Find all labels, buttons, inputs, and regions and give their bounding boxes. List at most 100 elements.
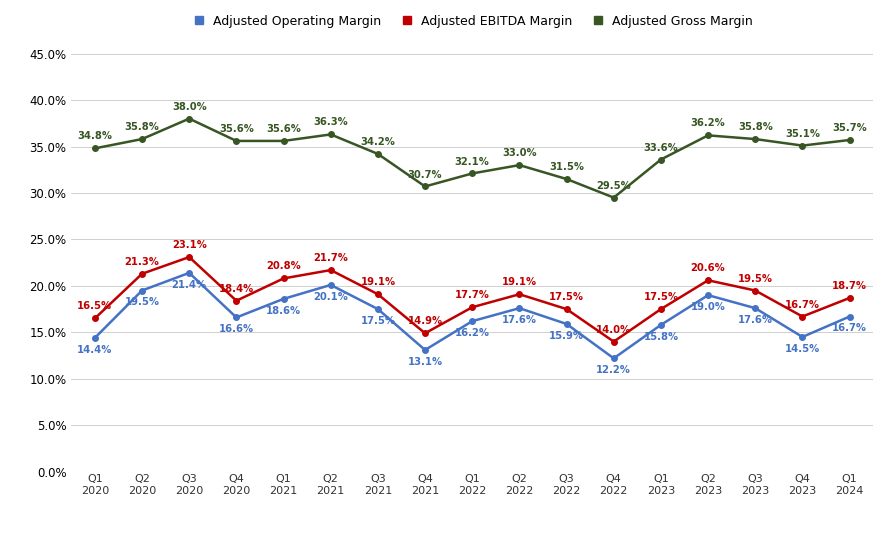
Adjusted Gross Margin — [561, 176, 572, 182]
Text: 23.1%: 23.1% — [172, 240, 207, 250]
Text: 17.6%: 17.6% — [502, 315, 537, 325]
Text: 17.5%: 17.5% — [549, 292, 584, 302]
Text: 17.5%: 17.5% — [643, 292, 678, 302]
Line: Adjusted Gross Margin: Adjusted Gross Margin — [92, 116, 853, 200]
Text: 21.7%: 21.7% — [314, 253, 348, 263]
Text: 19.1%: 19.1% — [360, 277, 396, 287]
Text: 33.6%: 33.6% — [643, 143, 678, 153]
Adjusted EBITDA Margin — [656, 306, 666, 312]
Text: 14.9%: 14.9% — [407, 316, 443, 326]
Adjusted Gross Margin — [136, 136, 147, 142]
Text: 13.1%: 13.1% — [407, 357, 443, 367]
Text: 18.4%: 18.4% — [219, 284, 254, 294]
Adjusted EBITDA Margin — [372, 291, 383, 297]
Text: 29.5%: 29.5% — [596, 181, 631, 191]
Adjusted EBITDA Margin — [514, 291, 525, 297]
Adjusted EBITDA Margin — [750, 287, 761, 294]
Text: 32.1%: 32.1% — [454, 157, 490, 167]
Text: 33.0%: 33.0% — [503, 148, 536, 158]
Adjusted Gross Margin — [467, 170, 478, 177]
Adjusted Gross Margin — [372, 151, 383, 157]
Adjusted Operating Margin — [656, 322, 666, 328]
Adjusted EBITDA Margin — [136, 271, 147, 277]
Adjusted Operating Margin — [136, 287, 147, 294]
Adjusted Operating Margin — [372, 306, 383, 312]
Text: 35.6%: 35.6% — [219, 124, 254, 134]
Text: 21.4%: 21.4% — [172, 280, 207, 290]
Text: 38.0%: 38.0% — [172, 102, 207, 111]
Adjusted Operating Margin — [609, 355, 619, 362]
Adjusted Operating Margin — [231, 314, 241, 321]
Text: 35.8%: 35.8% — [125, 122, 159, 132]
Text: 17.7%: 17.7% — [454, 291, 490, 300]
Line: Adjusted EBITDA Margin: Adjusted EBITDA Margin — [92, 254, 853, 345]
Adjusted EBITDA Margin — [797, 314, 808, 320]
Adjusted Operating Margin — [750, 305, 761, 311]
Text: 35.7%: 35.7% — [832, 123, 867, 133]
Adjusted Operating Margin — [184, 270, 194, 276]
Text: 36.3%: 36.3% — [314, 117, 348, 128]
Adjusted Operating Margin — [797, 334, 808, 340]
Text: 35.1%: 35.1% — [785, 129, 820, 139]
Adjusted Operating Margin — [420, 347, 430, 353]
Adjusted EBITDA Margin — [609, 338, 619, 345]
Adjusted Gross Margin — [750, 136, 761, 142]
Adjusted EBITDA Margin — [467, 304, 478, 310]
Adjusted Gross Margin — [325, 131, 336, 138]
Legend: Adjusted Operating Margin, Adjusted EBITDA Margin, Adjusted Gross Margin: Adjusted Operating Margin, Adjusted EBIT… — [186, 10, 758, 33]
Adjusted Operating Margin — [514, 305, 525, 311]
Text: 19.5%: 19.5% — [738, 273, 772, 284]
Adjusted EBITDA Margin — [420, 330, 430, 337]
Text: 16.2%: 16.2% — [454, 328, 490, 338]
Text: 19.5%: 19.5% — [125, 297, 159, 308]
Text: 16.7%: 16.7% — [832, 323, 867, 333]
Adjusted Gross Margin — [609, 195, 619, 201]
Adjusted Operating Margin — [278, 296, 289, 302]
Adjusted Gross Margin — [514, 162, 525, 168]
Text: 12.2%: 12.2% — [596, 365, 631, 375]
Text: 15.8%: 15.8% — [643, 332, 678, 342]
Adjusted Gross Margin — [89, 145, 100, 152]
Adjusted EBITDA Margin — [845, 295, 855, 301]
Adjusted Gross Margin — [656, 157, 666, 163]
Text: 30.7%: 30.7% — [408, 169, 442, 180]
Text: 20.1%: 20.1% — [314, 292, 348, 302]
Adjusted Operating Margin — [467, 318, 478, 324]
Text: 19.1%: 19.1% — [502, 277, 537, 287]
Text: 14.4%: 14.4% — [78, 345, 112, 355]
Text: 19.0%: 19.0% — [691, 302, 725, 312]
Text: 16.7%: 16.7% — [785, 300, 820, 310]
Adjusted EBITDA Margin — [184, 254, 194, 260]
Adjusted Operating Margin — [845, 314, 855, 320]
Adjusted EBITDA Margin — [89, 315, 100, 322]
Adjusted EBITDA Margin — [703, 277, 714, 284]
Text: 34.2%: 34.2% — [361, 137, 396, 147]
Adjusted Gross Margin — [231, 138, 241, 144]
Text: 17.6%: 17.6% — [738, 315, 772, 325]
Adjusted Gross Margin — [703, 132, 714, 139]
Text: 21.3%: 21.3% — [125, 257, 159, 267]
Text: 35.8%: 35.8% — [738, 122, 772, 132]
Text: 36.2%: 36.2% — [691, 118, 725, 129]
Adjusted EBITDA Margin — [231, 297, 241, 304]
Text: 17.5%: 17.5% — [360, 316, 396, 326]
Adjusted Operating Margin — [325, 282, 336, 288]
Text: 20.8%: 20.8% — [266, 262, 301, 272]
Line: Adjusted Operating Margin: Adjusted Operating Margin — [92, 270, 853, 361]
Adjusted Operating Margin — [561, 321, 572, 327]
Text: 18.6%: 18.6% — [266, 306, 301, 316]
Text: 16.6%: 16.6% — [219, 324, 254, 334]
Adjusted Gross Margin — [797, 143, 808, 149]
Text: 18.7%: 18.7% — [832, 281, 867, 291]
Text: 14.5%: 14.5% — [785, 344, 820, 354]
Text: 14.0%: 14.0% — [596, 325, 632, 334]
Text: 15.9%: 15.9% — [549, 331, 584, 341]
Text: 16.5%: 16.5% — [78, 301, 112, 311]
Adjusted Gross Margin — [420, 183, 430, 190]
Adjusted Operating Margin — [89, 334, 100, 341]
Adjusted Operating Margin — [703, 292, 714, 299]
Text: 34.8%: 34.8% — [78, 131, 112, 142]
Adjusted Gross Margin — [845, 137, 855, 143]
Adjusted Gross Margin — [278, 138, 289, 144]
Text: 20.6%: 20.6% — [691, 263, 725, 273]
